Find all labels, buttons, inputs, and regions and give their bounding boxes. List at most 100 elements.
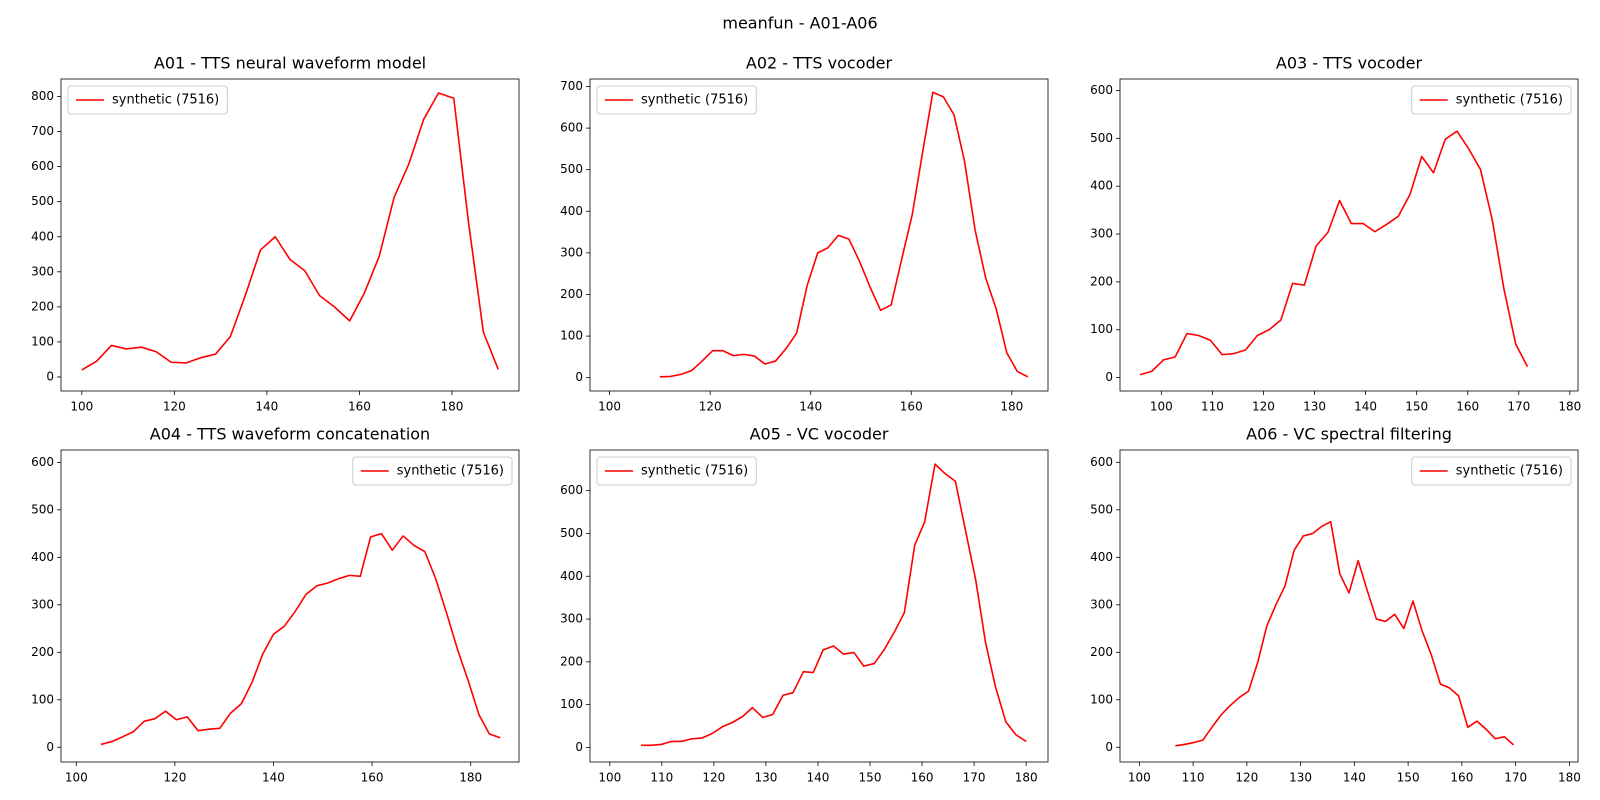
x-tick-label: 110 [1182,771,1205,785]
y-tick-label: 400 [1090,179,1113,193]
x-tick-label: 180 [440,400,463,414]
y-tick-label: 500 [560,162,583,176]
plot-area [61,79,519,391]
y-tick-label: 200 [31,645,54,659]
y-tick-label: 500 [1090,502,1113,516]
x-tick-label: 150 [1405,400,1428,414]
y-tick-label: 400 [560,204,583,218]
x-tick-label: 160 [900,400,923,414]
y-tick-label: 300 [1090,597,1113,611]
data-line [641,463,1027,747]
legend: synthetic (7516) [596,85,757,115]
y-tick-label: 0 [1105,370,1113,384]
x-tick-label: 130 [1303,400,1326,414]
plot-area [1120,79,1578,391]
plot-area [590,450,1048,762]
y-tick-label: 200 [560,287,583,301]
x-tick-label: 110 [1201,400,1224,414]
y-tick-label: 500 [1090,131,1113,145]
x-tick-label: 100 [598,400,621,414]
axes-frame [589,449,1049,763]
x-tick-label: 180 [1558,400,1581,414]
subplot-title: A04 - TTS waveform concatenation [150,425,430,444]
x-tick-label: 180 [459,771,482,785]
x-tick-label: 100 [70,400,93,414]
legend: synthetic (7516) [1411,456,1572,486]
legend: synthetic (7516) [352,456,513,486]
y-tick-label: 100 [560,697,583,711]
x-tick-label: 100 [65,771,88,785]
subplot-title: A02 - TTS vocoder [746,54,893,73]
x-tick-label: 180 [1558,771,1581,785]
y-tick-label: 300 [560,245,583,259]
legend: synthetic (7516) [596,456,757,486]
x-tick-label: 120 [1252,400,1275,414]
x-tick-label: 170 [1507,400,1530,414]
y-tick-label: 100 [560,329,583,343]
legend-label: synthetic (7516) [641,464,748,479]
axes-frame [60,78,520,392]
legend-label: synthetic (7516) [397,464,504,479]
y-tick-label: 600 [560,483,583,497]
y-tick-label: 300 [1090,227,1113,241]
y-tick-label: 600 [560,121,583,135]
y-tick-label: 200 [1090,645,1113,659]
y-tick-label: 500 [31,502,54,516]
legend-label: synthetic (7516) [1456,93,1563,108]
x-tick-label: 140 [255,400,278,414]
x-tick-label: 140 [1354,400,1377,414]
legend-box [596,85,757,115]
y-tick-label: 100 [1090,322,1113,336]
y-tick-label: 100 [1090,692,1113,706]
y-tick-label: 0 [575,370,583,384]
y-tick-label: 400 [31,550,54,564]
y-tick-label: 800 [31,89,54,103]
x-tick-label: 140 [799,400,822,414]
subplot-title: A03 - TTS vocoder [1276,54,1423,73]
x-tick-label: 120 [702,771,725,785]
legend-box [596,456,757,486]
x-tick-label: 160 [348,400,371,414]
x-tick-label: 120 [699,400,722,414]
subplot: A05 - VC vocoder 100 110 120 130 140 150 160 170… [560,425,1049,785]
legend-box [1411,456,1572,486]
subplot-title: A05 - VC vocoder [750,425,889,444]
subplot: A02 - TTS vocoder 100 120 140 160 180 0 100 200 3… [560,54,1049,414]
y-tick-label: 300 [31,264,54,278]
x-tick-label: 100 [1150,400,1173,414]
y-tick-label: 600 [1090,83,1113,97]
x-tick-label: 180 [1000,400,1023,414]
y-tick-label: 400 [1090,550,1113,564]
subplot: A01 - TTS neural waveform model 100 120 140… [31,54,520,414]
y-tick-label: 600 [1090,455,1113,469]
axes-frame [1119,449,1579,763]
y-tick-label: 600 [31,159,54,173]
y-tick-label: 200 [560,654,583,668]
subplot: A03 - TTS vocoder 100 110 120 130 140 150 160 17… [1090,54,1581,414]
data-line [1139,130,1529,376]
y-tick-label: 100 [31,334,54,348]
legend-box [67,85,228,115]
legend-box [1411,85,1572,115]
y-tick-label: 600 [31,455,54,469]
axes-frame [1119,78,1579,392]
y-tick-label: 400 [31,229,54,243]
data-line [81,92,499,371]
y-tick-label: 0 [575,740,583,754]
x-tick-label: 150 [859,771,882,785]
legend-label: synthetic (7516) [641,93,748,108]
x-tick-label: 120 [163,400,186,414]
x-tick-label: 160 [361,771,384,785]
legend-label: synthetic (7516) [112,93,219,108]
legend: synthetic (7516) [1411,85,1572,115]
x-tick-label: 120 [163,771,186,785]
x-tick-label: 140 [1343,771,1366,785]
subplot: A06 - VC spectral filtering 100 110 120 130 1… [1090,425,1581,785]
subplot: A04 - TTS waveform concatenation 100 120 14… [31,425,520,785]
legend: synthetic (7516) [67,85,228,115]
axes-frame [60,449,520,763]
y-tick-label: 0 [46,740,54,754]
axes-frame [589,78,1049,392]
x-tick-label: 160 [1450,771,1473,785]
